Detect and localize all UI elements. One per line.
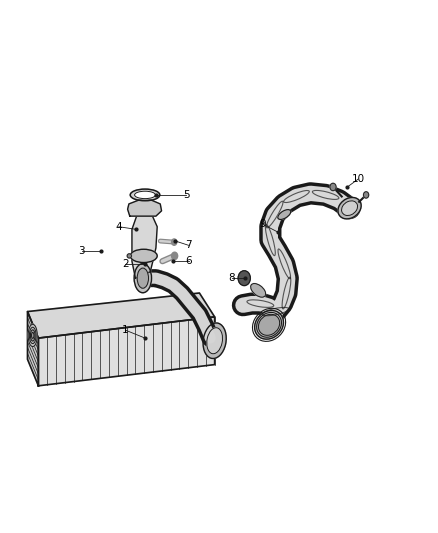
- Ellipse shape: [28, 324, 37, 346]
- Circle shape: [238, 271, 251, 286]
- Polygon shape: [132, 209, 157, 278]
- Text: 8: 8: [229, 273, 235, 283]
- Circle shape: [172, 252, 178, 260]
- Text: 7: 7: [185, 240, 192, 251]
- Circle shape: [172, 239, 177, 245]
- Ellipse shape: [134, 191, 155, 199]
- Circle shape: [364, 192, 369, 198]
- Text: 6: 6: [185, 256, 192, 266]
- Ellipse shape: [29, 327, 36, 344]
- Ellipse shape: [278, 209, 291, 220]
- Ellipse shape: [127, 254, 131, 258]
- Polygon shape: [28, 312, 39, 386]
- Ellipse shape: [338, 197, 361, 219]
- Ellipse shape: [134, 264, 152, 293]
- Text: 2: 2: [122, 259, 129, 269]
- Ellipse shape: [258, 314, 279, 335]
- Ellipse shape: [251, 284, 266, 297]
- Ellipse shape: [130, 189, 160, 201]
- Ellipse shape: [30, 330, 35, 341]
- Ellipse shape: [254, 311, 283, 339]
- Text: 4: 4: [116, 222, 122, 232]
- Text: 10: 10: [352, 174, 365, 184]
- Text: 3: 3: [78, 246, 85, 256]
- Text: 5: 5: [183, 190, 190, 200]
- Ellipse shape: [137, 268, 148, 288]
- Polygon shape: [39, 317, 215, 386]
- Ellipse shape: [203, 323, 226, 359]
- Text: 1: 1: [122, 325, 129, 335]
- Ellipse shape: [342, 201, 357, 215]
- Polygon shape: [127, 200, 162, 216]
- Ellipse shape: [207, 328, 223, 354]
- Polygon shape: [28, 293, 215, 338]
- Circle shape: [330, 183, 336, 191]
- Ellipse shape: [130, 249, 157, 263]
- Text: 9: 9: [259, 219, 266, 229]
- Ellipse shape: [32, 333, 34, 338]
